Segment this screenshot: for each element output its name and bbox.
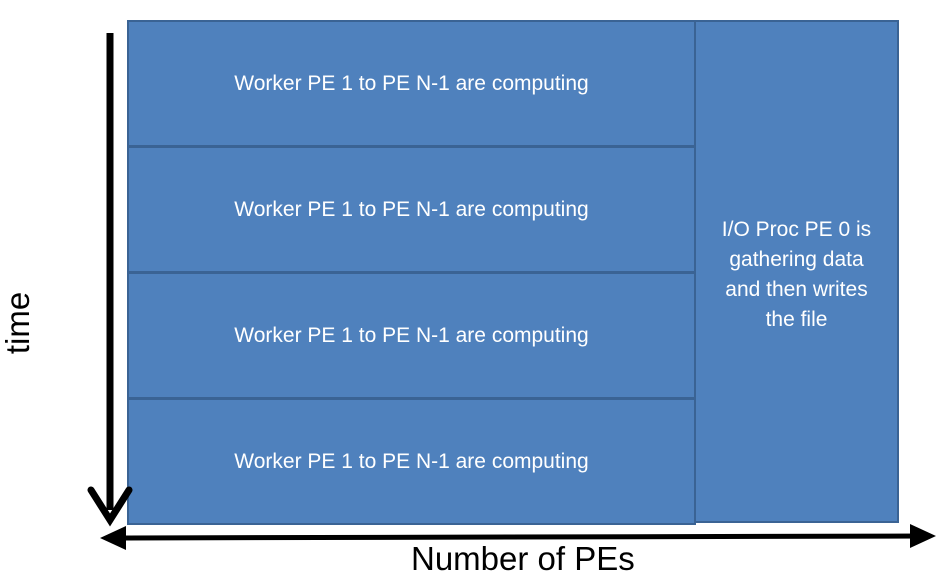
pe-axis-line <box>109 533 929 541</box>
x-axis-label: Number of PEs <box>411 540 635 577</box>
worker-block-4: Worker PE 1 to PE N-1 are computing <box>127 398 696 525</box>
worker-block-label: Worker PE 1 to PE N-1 are computing <box>234 71 589 95</box>
worker-block-1: Worker PE 1 to PE N-1 are computing <box>127 20 696 147</box>
pe-axis-left-arrowhead <box>100 526 126 550</box>
y-axis-label: time <box>0 291 36 355</box>
pe-axis-right-arrowhead <box>910 524 936 548</box>
worker-block-label: Worker PE 1 to PE N-1 are computing <box>234 323 589 347</box>
worker-block-label: Worker PE 1 to PE N-1 are computing <box>234 197 589 221</box>
io-process-label: I/O Proc PE 0 is gathering data and then… <box>721 218 872 331</box>
io-process-block: I/O Proc PE 0 is gathering data and then… <box>694 20 899 523</box>
time-axis-arrowhead <box>87 486 133 527</box>
worker-block-3: Worker PE 1 to PE N-1 are computing <box>127 272 696 399</box>
worker-block-label: Worker PE 1 to PE N-1 are computing <box>234 449 589 473</box>
